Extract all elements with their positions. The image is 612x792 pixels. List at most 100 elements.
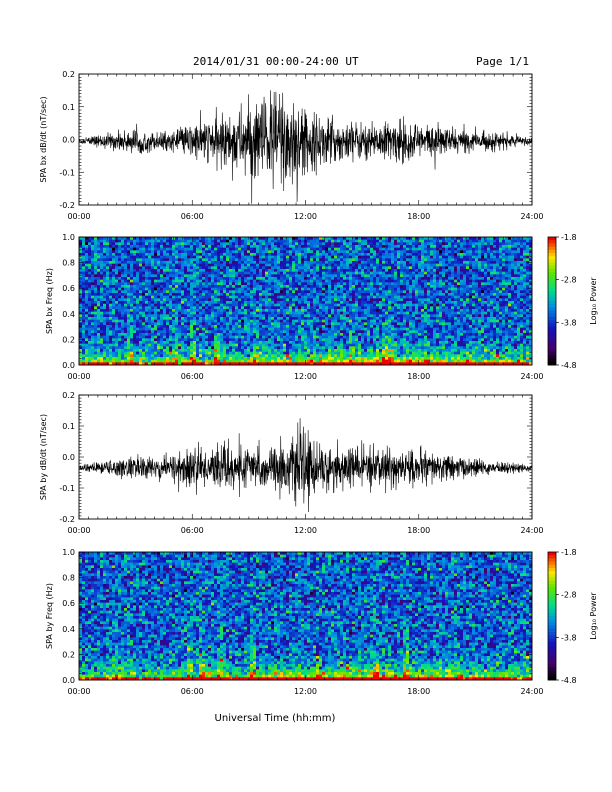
spectrogram-cell [163, 253, 167, 257]
spectrogram-cell [337, 362, 341, 366]
spectrogram-cell [178, 335, 182, 339]
spectrogram-cell [190, 298, 194, 302]
spectrogram-cell [220, 341, 224, 345]
spectrogram-cell [184, 357, 188, 361]
spectrogram-cell [373, 255, 377, 259]
spectrogram-cell [337, 333, 341, 337]
spectrogram-cell [331, 301, 335, 305]
spectrogram-cell [205, 325, 209, 329]
spectrogram-cell [304, 282, 308, 286]
spectrogram-cell [265, 239, 269, 243]
spectrogram-cell [337, 357, 341, 361]
spectrogram-cell [253, 266, 257, 270]
spectrogram-cell [133, 274, 137, 278]
spectrogram-cell [229, 269, 233, 273]
spectrogram-cell [334, 290, 338, 294]
spectrogram-cell [364, 295, 368, 299]
spectrogram-cell [217, 341, 221, 345]
spectrogram-cell [154, 351, 158, 355]
spectrogram-cell [97, 362, 101, 366]
spectrogram-cell [82, 325, 86, 329]
spectrogram-cell [319, 301, 323, 305]
spectrogram-cell [154, 319, 158, 323]
spectrogram-cell [235, 266, 239, 270]
spectrogram-cell [235, 306, 239, 310]
spectrogram-cell [169, 274, 173, 278]
spectrogram-cell [361, 330, 365, 334]
spectrogram-cell [244, 327, 248, 331]
spectrogram-cell [211, 298, 215, 302]
spectrogram-cell [268, 263, 272, 267]
spectrogram-cell [283, 309, 287, 313]
spectrogram-cell [286, 325, 290, 329]
spectrogram-cell [115, 341, 119, 345]
spectrogram-cell [184, 306, 188, 310]
spectrogram-cell [106, 335, 110, 339]
spectrogram-cell [235, 314, 239, 318]
spectrogram-cell [109, 247, 113, 251]
spectrogram-cell [301, 319, 305, 323]
spectrogram-cell [163, 319, 167, 323]
spectrogram-cell [220, 239, 224, 243]
spectrogram-cell [265, 325, 269, 329]
spectrogram-cell [217, 282, 221, 286]
spectrogram-cell [190, 266, 194, 270]
spectrogram-cell [274, 271, 278, 275]
spectrogram-cell [241, 327, 245, 331]
spectrogram-cell [136, 298, 140, 302]
spectrogram-cell [169, 269, 173, 273]
spectrogram-cell [190, 277, 194, 281]
spectrogram-cell [352, 303, 356, 307]
spectrogram-cell [220, 354, 224, 358]
spectrogram-cell [334, 341, 338, 345]
spectrogram-cell [376, 325, 380, 329]
spectrogram-cell [274, 279, 278, 283]
spectrogram-cell [112, 247, 116, 251]
spectrogram-cell [349, 306, 353, 310]
spectrogram-cell [310, 287, 314, 291]
spectrogram-cell [301, 250, 305, 254]
spectrogram-cell [184, 333, 188, 337]
spectrogram-cell [91, 245, 95, 249]
spectrogram-cell [199, 287, 203, 291]
spectrogram-cell [169, 317, 173, 321]
spectrogram-cell [223, 317, 227, 321]
spectrogram-cell [94, 285, 98, 289]
spectrogram-cell [115, 319, 119, 323]
spectrogram-cell [271, 338, 275, 342]
spectrogram-cell [244, 322, 248, 326]
spectrogram-cell [367, 354, 371, 358]
spectrogram-cell [82, 335, 86, 339]
spectrogram-cell [313, 258, 317, 262]
spectrogram-cell [346, 245, 350, 249]
spectrogram-cell [262, 274, 266, 278]
spectrogram-cell [91, 277, 95, 281]
spectrogram-cell [295, 338, 299, 342]
spectrogram-cell [241, 333, 245, 337]
spectrogram-cell [217, 263, 221, 267]
spectrogram-cell [322, 343, 326, 347]
spectrogram-cell [271, 343, 275, 347]
spectrogram-cell [373, 303, 377, 307]
spectrogram-cell [133, 282, 137, 286]
spectrogram-cell [259, 351, 263, 355]
spectrogram-cell [373, 298, 377, 302]
spectrogram-cell [298, 306, 302, 310]
spectrogram-cell [163, 301, 167, 305]
spectrogram-cell [85, 239, 89, 243]
spectrogram-cell [103, 322, 107, 326]
spectrogram-cell [325, 242, 329, 246]
spectrogram-cell [88, 293, 92, 297]
spectrogram-cell [172, 293, 176, 297]
spectrogram-cell [295, 354, 299, 358]
spectrogram-cell [139, 301, 143, 305]
spectrogram-cell [127, 314, 131, 318]
spectrogram-cell [244, 314, 248, 318]
spectrogram-cell [277, 306, 281, 310]
spectrogram-cell [85, 303, 89, 307]
spectrogram-cell [229, 258, 233, 262]
spectrogram-cell [349, 253, 353, 257]
spectrogram-cell [112, 306, 116, 310]
spectrogram-cell [283, 266, 287, 270]
spectrogram-cell [79, 362, 83, 366]
